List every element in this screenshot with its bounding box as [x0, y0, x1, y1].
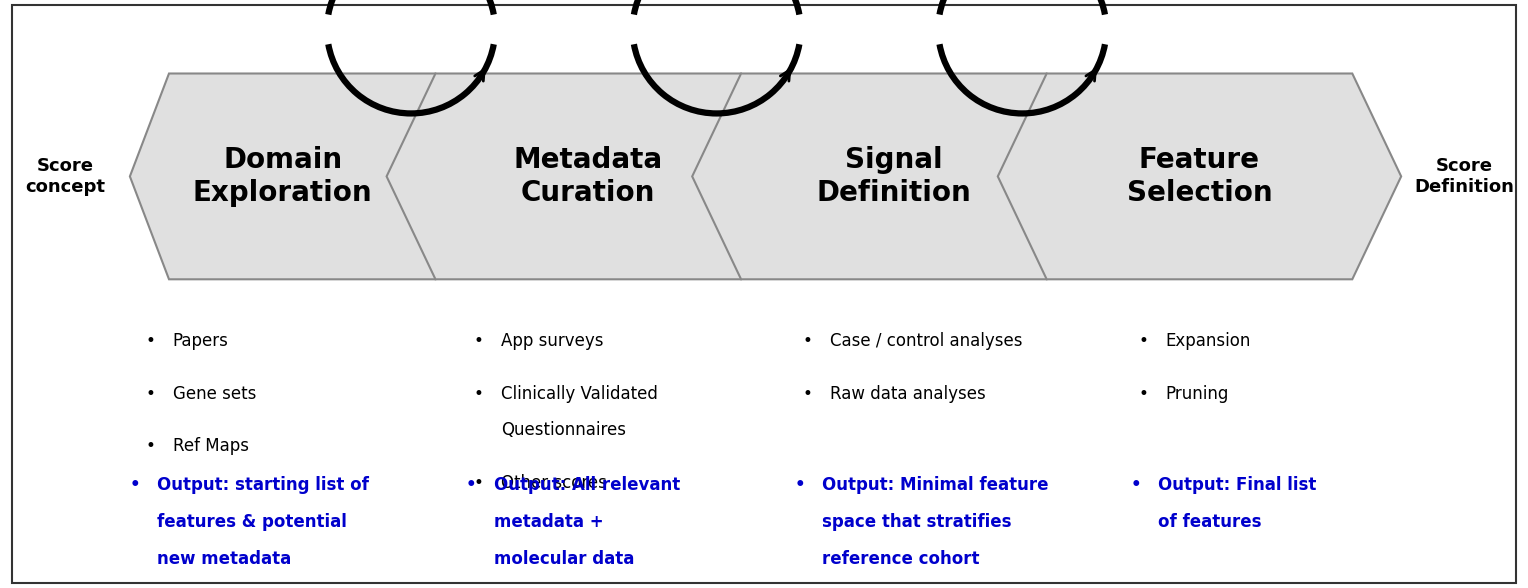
- Text: Pruning: Pruning: [1166, 385, 1229, 403]
- Text: Expansion: Expansion: [1166, 332, 1251, 350]
- Text: •: •: [802, 332, 811, 350]
- Text: Domain
Exploration: Domain Exploration: [193, 146, 373, 206]
- Text: reference cohort: reference cohort: [822, 550, 979, 569]
- Text: •: •: [802, 385, 811, 403]
- Text: •: •: [1138, 385, 1148, 403]
- Text: Gene sets: Gene sets: [173, 385, 257, 403]
- Text: •: •: [474, 385, 483, 403]
- Text: •: •: [1131, 476, 1141, 495]
- Text: App surveys: App surveys: [501, 332, 604, 350]
- Text: molecular data: molecular data: [494, 550, 634, 569]
- Text: •: •: [130, 476, 141, 495]
- Text: •: •: [474, 332, 483, 350]
- Text: •: •: [145, 437, 154, 455]
- Text: metadata +: metadata +: [494, 513, 604, 532]
- Text: •: •: [474, 473, 483, 492]
- Text: •: •: [466, 476, 477, 495]
- Polygon shape: [387, 74, 790, 279]
- Text: •: •: [795, 476, 805, 495]
- Text: Feature
Selection: Feature Selection: [1126, 146, 1273, 206]
- Text: Questionnaires: Questionnaires: [501, 421, 626, 439]
- Text: Metadata
Curation: Metadata Curation: [513, 146, 663, 206]
- Text: new metadata: new metadata: [157, 550, 292, 569]
- Polygon shape: [130, 74, 484, 279]
- Polygon shape: [692, 74, 1096, 279]
- Text: Clinically Validated: Clinically Validated: [501, 385, 659, 403]
- Text: space that stratifies: space that stratifies: [822, 513, 1012, 532]
- Text: Score
Definition: Score Definition: [1413, 157, 1514, 196]
- Text: Signal
Definition: Signal Definition: [816, 146, 972, 206]
- Text: •: •: [145, 385, 154, 403]
- Text: Case / control analyses: Case / control analyses: [830, 332, 1022, 350]
- Text: Output: Minimal feature: Output: Minimal feature: [822, 476, 1048, 495]
- Text: •: •: [1138, 332, 1148, 350]
- Text: Raw data analyses: Raw data analyses: [830, 385, 986, 403]
- Text: •: •: [145, 332, 154, 350]
- Text: features & potential: features & potential: [157, 513, 347, 532]
- Text: Score
concept: Score concept: [26, 157, 105, 196]
- Text: of features: of features: [1158, 513, 1262, 532]
- Text: Ref Maps: Ref Maps: [173, 437, 249, 455]
- Polygon shape: [998, 74, 1401, 279]
- Text: Output: All relevant: Output: All relevant: [494, 476, 680, 495]
- Text: Other scores: Other scores: [501, 473, 607, 492]
- Text: Papers: Papers: [173, 332, 229, 350]
- Text: Output: Final list: Output: Final list: [1158, 476, 1317, 495]
- Text: Output: starting list of: Output: starting list of: [157, 476, 370, 495]
